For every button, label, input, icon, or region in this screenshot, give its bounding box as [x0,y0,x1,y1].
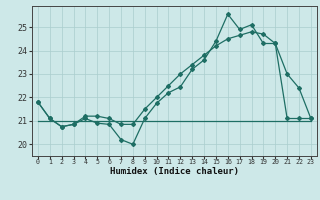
X-axis label: Humidex (Indice chaleur): Humidex (Indice chaleur) [110,167,239,176]
